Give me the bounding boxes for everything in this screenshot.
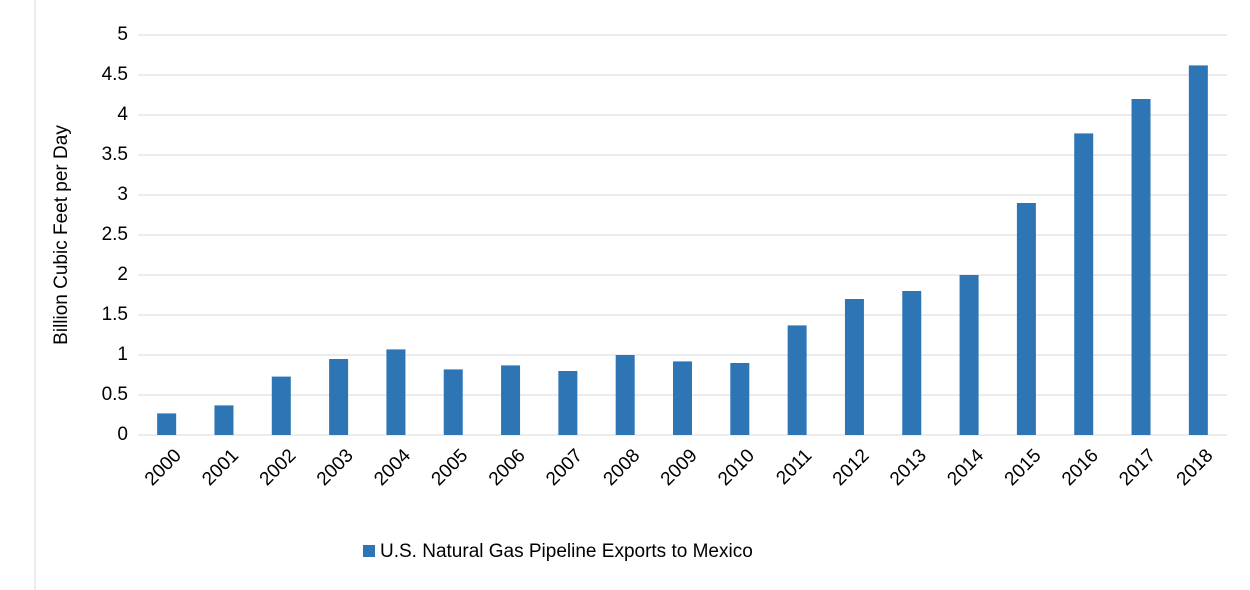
bar — [157, 413, 177, 435]
y-tick-label: 3.5 — [102, 144, 128, 165]
x-tick-label: 2001 — [198, 445, 243, 490]
x-tick-label: 2000 — [141, 445, 186, 490]
bar — [558, 371, 578, 435]
y-tick-label: 1 — [117, 344, 128, 365]
y-tick-label: 1.5 — [102, 304, 128, 325]
y-tick-label: 4 — [117, 104, 128, 125]
bar — [214, 405, 234, 435]
bar — [1188, 65, 1208, 436]
bar — [615, 355, 635, 435]
y-tick-label: 0.5 — [102, 384, 128, 405]
x-tick-label: 2015 — [1001, 445, 1046, 490]
x-tick-label: 2004 — [370, 445, 415, 490]
y-tick-label: 0 — [117, 424, 128, 445]
y-tick-label: 3 — [117, 184, 128, 205]
y-tick-label: 2.5 — [102, 224, 128, 245]
bar — [443, 369, 463, 435]
bar — [386, 349, 406, 435]
x-tick-label: 2016 — [1058, 445, 1103, 490]
y-tick-label: 4.5 — [102, 64, 128, 85]
bar — [902, 291, 922, 435]
bar — [673, 361, 692, 435]
x-tick-label: 2011 — [772, 445, 816, 489]
x-tick-label: 2014 — [943, 445, 988, 490]
x-tick-label: 2013 — [886, 445, 931, 490]
bar — [271, 376, 291, 435]
bar — [787, 325, 807, 435]
bar — [1074, 133, 1094, 435]
bar — [329, 359, 349, 435]
x-tick-label: 2009 — [657, 445, 702, 490]
x-tick-label: 2006 — [485, 445, 530, 490]
bar — [844, 299, 864, 435]
bar — [959, 275, 979, 435]
x-tick-label: 2010 — [714, 445, 759, 490]
x-tick-label: 2003 — [313, 445, 358, 490]
legend-swatch — [363, 545, 375, 557]
x-tick-label: 2002 — [256, 445, 301, 490]
x-tick-label: 2005 — [428, 445, 473, 490]
bar — [1016, 203, 1036, 435]
x-tick-label: 2008 — [600, 445, 645, 490]
bar — [1131, 99, 1151, 435]
y-tick-label: 5 — [117, 24, 128, 45]
y-tick-label: 2 — [117, 264, 128, 285]
x-tick-label: 2018 — [1173, 445, 1218, 490]
x-tick-label: 2017 — [1115, 445, 1160, 490]
bar — [501, 365, 521, 435]
bar — [730, 363, 750, 435]
x-tick-label: 2012 — [829, 445, 874, 490]
legend-label: U.S. Natural Gas Pipeline Exports to Mex… — [380, 541, 753, 562]
y-axis-label: Billion Cubic Feet per Day — [51, 125, 72, 345]
x-tick-label: 2007 — [542, 445, 587, 490]
